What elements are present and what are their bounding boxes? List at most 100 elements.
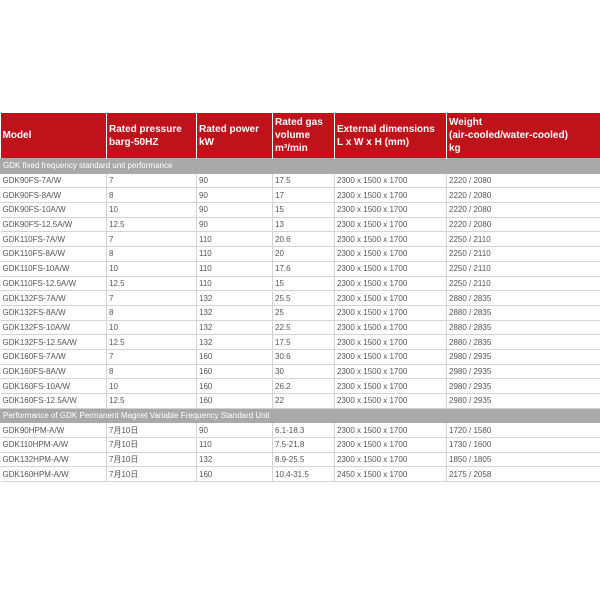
cell: GDK110HPM-A/W: [0, 437, 107, 453]
cell: 30.6: [272, 348, 335, 365]
cell: 13: [272, 216, 335, 233]
cell: 2300 x 1500 x 1700: [334, 231, 447, 248]
cell: 15: [272, 202, 335, 218]
cell: 12.5: [106, 334, 197, 350]
cell: GDK110FS-10A/W: [0, 260, 107, 277]
cell: 10: [106, 202, 197, 218]
cell: 2450 x 1500 x 1700: [334, 466, 447, 483]
data-row: GDK110FS-8A/W 8 110 20 2300 x 1500 x 1700 225…: [0, 246, 600, 262]
cell: 90: [196, 422, 273, 439]
data-row: GDK132FS-8A/W 8 132 25 2300 x 1500 x 1700 288…: [0, 304, 600, 321]
cell: 90: [196, 172, 273, 189]
cell: 160: [196, 466, 273, 483]
cell: 2300 x 1500 x 1700: [334, 437, 447, 453]
cell: 160: [196, 393, 273, 409]
cell: 7月10日: [106, 451, 197, 468]
header-row: Model Rated pressure barg-50HZ Rated power k…: [0, 113, 600, 159]
data-row: GDK132FS-12.5A/W 12.5 132 17.5 2300 x 1500 x…: [0, 334, 600, 350]
cell: 25.5: [272, 290, 335, 306]
cell: 2300 x 1500 x 1700: [334, 393, 447, 409]
cell: 132: [196, 451, 273, 468]
cell: 90: [196, 216, 273, 233]
data-row: GDK90HPM-A/W 7月10日 90 6.1-18.3 2300 x 1500 x…: [0, 422, 600, 439]
data-row: GDK160FS-10A/W 10 160 26.2 2300 x 1500 x 170…: [0, 378, 600, 394]
cell: 10.4-31.5: [272, 466, 335, 483]
cell: 30: [272, 363, 335, 380]
header-cell: External dimensions L x W x H (mm): [334, 113, 447, 159]
data-row: GDK132HPM-A/W 7月10日 132 8.9-25.5 2300 x 1500…: [0, 451, 600, 468]
section-row: Performance of GDK Permanent Magnet Vari…: [0, 407, 600, 424]
cell: 1720 / 1580: [446, 422, 600, 439]
cell: GDK132FS-12.5A/W: [0, 334, 107, 350]
data-row: GDK132FS-10A/W 10 132 22.5 2300 x 1500 x 170…: [0, 319, 600, 336]
table-wrap: Model Rated pressure barg-50HZ Rated power k…: [0, 113, 600, 483]
cell: 2300 x 1500 x 1700: [334, 348, 447, 365]
cell: 1850 / 1805: [446, 451, 600, 468]
cell: 160: [196, 348, 273, 365]
header-text: kW: [199, 136, 214, 148]
header-text: L x W x H (mm): [337, 136, 410, 148]
header-cell: Rated power kW: [196, 113, 273, 159]
cell: 2300 x 1500 x 1700: [334, 260, 447, 277]
cell: GDK132FS-10A/W: [0, 319, 107, 336]
cell: 8.9-25.5: [272, 451, 335, 468]
header-text: Rated gas: [275, 117, 323, 128]
cell: 2300 x 1500 x 1700: [334, 319, 447, 336]
header-text: Rated power: [199, 123, 260, 135]
cell: 90: [196, 202, 273, 218]
spec-table: Model Rated pressure barg-50HZ Rated power k…: [0, 113, 600, 483]
cell: 2220 / 2080: [446, 187, 600, 204]
cell: 10: [106, 260, 197, 277]
cell: 2300 x 1500 x 1700: [334, 451, 447, 468]
cell: 2300 x 1500 x 1700: [334, 378, 447, 394]
cell: 2300 x 1500 x 1700: [334, 172, 447, 189]
cell: 132: [196, 304, 273, 321]
cell: 2980 / 2935: [446, 378, 600, 394]
cell: GDK90FS-8A/W: [0, 187, 107, 204]
cell: 2880 / 2835: [446, 290, 600, 306]
cell: 90: [196, 187, 273, 204]
cell: GDK110FS-7A/W: [0, 231, 107, 248]
cell: 17.5: [272, 172, 335, 189]
header-text: barg-50HZ: [109, 136, 159, 148]
header-text: External dimensions: [337, 123, 435, 135]
cell: GDK160FS-10A/W: [0, 378, 107, 394]
cell: 8: [106, 304, 197, 321]
header-text: (air-cooled/water-cooled): [449, 130, 568, 141]
cell: 110: [196, 437, 273, 453]
cell: 22.5: [272, 319, 335, 336]
cell: 2880 / 2835: [446, 334, 600, 350]
cell: 7: [106, 290, 197, 306]
header-text: m³/min: [275, 143, 308, 154]
cell: 2250 / 2110: [446, 275, 600, 292]
data-row: GDK110FS-12.5A/W 12.5 110 15 2300 x 1500 x 1…: [0, 275, 600, 292]
cell: 2300 x 1500 x 1700: [334, 187, 447, 204]
data-row: GDK160FS-7A/W 7 160 30.6 2300 x 1500 x 1700 2…: [0, 348, 600, 365]
cell: 17.6: [272, 260, 335, 277]
data-row: GDK132FS-7A/W 7 132 25.5 2300 x 1500 x 1700 2…: [0, 290, 600, 306]
data-row: GDK160FS-12.5A/W 12.5 160 22 2300 x 1500 x 1…: [0, 393, 600, 409]
cell: 12.5: [106, 275, 197, 292]
cell: 7.5-21.8: [272, 437, 335, 453]
cell: 132: [196, 334, 273, 350]
cell: 15: [272, 275, 335, 292]
cell: GDK90HPM-A/W: [0, 422, 107, 439]
data-row: GDK110HPM-A/W 7月10日 110 7.5-21.8 2300 x 1500…: [0, 437, 600, 453]
cell: GDK90FS-12.5A/W: [0, 216, 107, 233]
cell: 110: [196, 246, 273, 262]
header-text: Model: [2, 130, 32, 141]
cell: GDK90FS-10A/W: [0, 202, 107, 218]
header-text: kg: [449, 143, 461, 154]
cell: GDK110FS-12.5A/W: [0, 275, 107, 292]
cell: 2300 x 1500 x 1700: [334, 363, 447, 380]
cell: 2300 x 1500 x 1700: [334, 246, 447, 262]
cell: 10: [106, 319, 197, 336]
cell: 160: [196, 363, 273, 380]
cell: 2300 x 1500 x 1700: [334, 304, 447, 321]
section-row: GDK fixed frequency standard unit perfor…: [0, 158, 600, 174]
cell: 12.5: [106, 216, 197, 233]
cell: 2980 / 2935: [446, 363, 600, 380]
header-text: Weight: [449, 117, 483, 128]
cell: 2880 / 2835: [446, 319, 600, 336]
